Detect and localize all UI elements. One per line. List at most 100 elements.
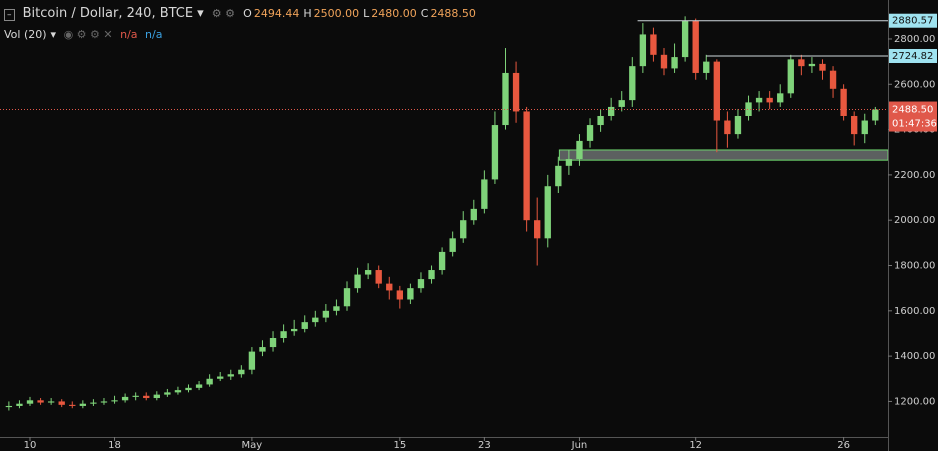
ohlc-value: 2494.44: [253, 7, 300, 20]
candle-body: [544, 186, 551, 239]
candle-body: [808, 63, 816, 67]
y-tick-label: 2800.00: [894, 34, 935, 45]
x-tick-label: 23: [478, 440, 491, 451]
candle-body: [713, 61, 720, 121]
candle-body: [153, 394, 160, 399]
candle-body: [259, 347, 266, 352]
candle-body: [143, 395, 150, 399]
y-tick-label: 1600.00: [894, 306, 935, 317]
candle-body: [333, 306, 340, 311]
candle-body: [798, 59, 805, 67]
candle-body: [491, 125, 499, 180]
candle-body: [37, 400, 44, 403]
dropdown-icon[interactable]: ▾: [50, 28, 57, 41]
candle-body: [386, 283, 393, 291]
candle-body: [5, 405, 13, 408]
candle-body: [132, 395, 139, 397]
candle-body: [671, 57, 678, 69]
ohlc-key: O: [243, 7, 252, 20]
countdown-label: 01:47:36: [892, 119, 937, 130]
candle-body: [16, 403, 23, 406]
candle-body: [312, 317, 319, 323]
y-tick-label: 2000.00: [894, 215, 935, 226]
volume-header: Vol (20) ▾ ◉ ⚙ ⚙ ✕ n/a n/a: [4, 28, 166, 41]
candle-body: [586, 125, 594, 141]
candle-body: [512, 72, 520, 112]
support-zone: [558, 149, 889, 161]
candle-body: [428, 270, 435, 280]
candle-body: [872, 109, 879, 121]
candle-body: [238, 369, 245, 375]
y-tick-label: 1400.00: [894, 351, 935, 362]
hline-price-box: [889, 48, 937, 63]
candle-body: [396, 290, 404, 300]
candle-body: [650, 34, 657, 55]
price-axis: [888, 0, 938, 451]
volume-value: n/a: [120, 28, 138, 41]
settings-icons[interactable]: ⚙ ⚙: [211, 7, 236, 20]
candle-body: [534, 220, 541, 239]
candle-body: [681, 20, 689, 58]
candle-body: [417, 279, 425, 289]
candle-body: [618, 100, 625, 107]
symbol-title[interactable]: Bitcoin / Dollar, 240, BTCE: [22, 6, 194, 21]
candle-body: [121, 396, 129, 401]
candle-body: [829, 70, 837, 89]
last-price-box: [889, 101, 937, 132]
x-tick-label: Jun: [571, 440, 588, 451]
x-tick-label: 26: [837, 440, 850, 451]
candle-body: [629, 66, 636, 101]
candle-body: [692, 20, 699, 73]
header: – Bitcoin / Dollar, 240, BTCE ▾ ⚙ ⚙ O 2494…: [4, 6, 484, 21]
candle-body: [100, 401, 108, 403]
x-tick-label: 12: [689, 440, 702, 451]
candle-body: [111, 400, 118, 402]
candle-body: [58, 401, 65, 405]
candle-body: [607, 106, 615, 116]
candle-body: [523, 111, 530, 221]
candle-body: [195, 384, 203, 388]
candle-body: [248, 351, 256, 370]
y-tick-label: 1200.00: [894, 396, 935, 407]
candle-body: [79, 403, 87, 406]
ohlc-legend: O 2494.44 H 2500.00 L 2480.00 C 2488.50: [243, 7, 480, 20]
candle-body: [555, 165, 562, 187]
ohlc-key: H: [303, 7, 312, 20]
volume-icons[interactable]: ◉ ⚙ ⚙ ✕: [63, 28, 113, 41]
candle-body: [565, 159, 573, 166]
x-tick-label: May: [242, 440, 263, 451]
candle-body: [407, 288, 414, 300]
hline-price-label: 2880.57: [892, 16, 933, 27]
candle-body: [375, 270, 382, 284]
y-tick-label: 2200.00: [894, 170, 935, 181]
candle-body: [280, 331, 287, 339]
ohlc-key: C: [420, 7, 429, 20]
candle-body: [217, 376, 224, 379]
candle-body: [470, 208, 477, 221]
plot-background: [0, 0, 888, 437]
candle-body: [840, 88, 847, 116]
collapse-icon[interactable]: –: [4, 9, 15, 21]
candle-body: [322, 310, 330, 318]
hline-price-label: 2724.82: [892, 51, 933, 62]
hline-price-box: [889, 13, 937, 28]
y-tick-label: 2600.00: [894, 79, 935, 90]
candle-body: [777, 93, 784, 103]
candle-body: [745, 102, 752, 116]
dropdown-icon[interactable]: ▾: [197, 6, 204, 21]
candle-body: [26, 400, 34, 404]
candle-body: [576, 140, 583, 160]
candle-body: [460, 220, 467, 239]
candle-body: [364, 270, 372, 275]
candle-body: [47, 401, 55, 403]
candle-body: [851, 115, 858, 135]
x-tick-label: 15: [393, 440, 406, 451]
candle-body: [69, 404, 76, 406]
ohlc-value: 2488.50: [430, 7, 476, 20]
candle-body: [660, 54, 668, 69]
candle-body: [502, 72, 509, 126]
volume-name[interactable]: Vol (20): [4, 28, 47, 41]
candle-body: [227, 374, 234, 377]
